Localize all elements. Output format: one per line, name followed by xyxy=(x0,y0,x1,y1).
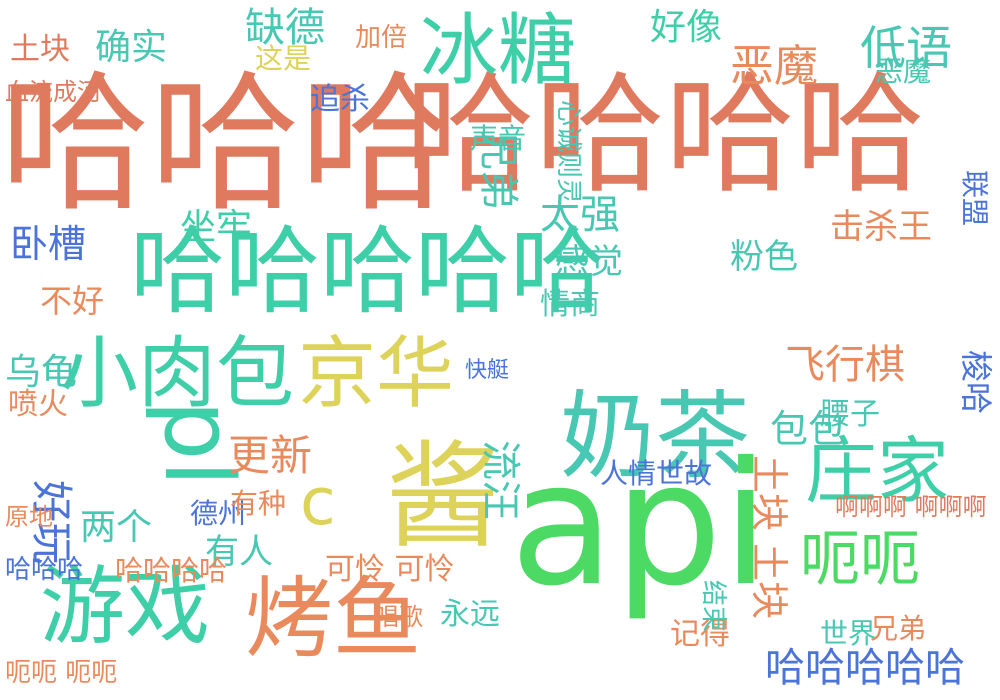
word-emo-top: 恶魔 xyxy=(730,41,818,92)
word-wugui: 乌龟 xyxy=(5,352,78,393)
word-diyu-top: 低语 xyxy=(860,21,952,75)
word-kuaiting: 快艇 xyxy=(465,358,510,383)
word-emo-right: 恶魔 xyxy=(875,55,932,88)
word-liuwang: 流汪 xyxy=(477,440,523,520)
word-naicha: 奶茶 xyxy=(560,382,751,492)
word-kelian: 可怜 可怜 xyxy=(325,552,455,587)
word-kaoyu: 烤鱼 xyxy=(245,567,422,670)
word-api: api xyxy=(510,426,770,624)
word-jieshu: 结束 xyxy=(698,580,728,633)
word-shijie: 世界 xyxy=(820,617,877,650)
word-bingtang: 冰糖 xyxy=(420,6,577,96)
word-lianmeng: 联盟 xyxy=(958,170,991,227)
word-c: c xyxy=(300,465,336,540)
word-xinchengzeling: 心诚则灵 xyxy=(553,100,583,205)
word-quede: 缺德 xyxy=(245,5,325,51)
word-hahahahaha-middle: 哈哈哈哈哈 xyxy=(130,217,606,327)
word-renqingshigu: 人情世故 xyxy=(600,457,713,490)
word-gengxin: 更新 xyxy=(228,431,313,480)
word-baobao: 包包 xyxy=(770,407,847,451)
word-hahaha-bottom-left: 哈哈哈 xyxy=(5,555,84,585)
word-yuandi: 原地 xyxy=(5,503,53,531)
word-dezhou: 德州 xyxy=(190,497,247,530)
word-jide: 记得 xyxy=(670,617,730,652)
word-jiabei-top: 加倍 xyxy=(355,23,408,53)
word-xiongdi-bottom: 兄弟 xyxy=(870,612,927,645)
word-youxi: 游戏 xyxy=(40,558,211,657)
word-qingshang: 情商 xyxy=(540,287,600,322)
word-youren: 有人 xyxy=(205,532,273,572)
word-feixingqi: 飞行棋 xyxy=(785,342,905,388)
word-xiaoroubao: 小肉包 xyxy=(60,329,295,419)
word-tukuai-left: 土块 xyxy=(10,32,70,67)
word-liangge: 两个 xyxy=(80,507,153,548)
word-hahahaha-bottom-mid: 哈哈哈哈 xyxy=(115,554,228,587)
word-hahahahaha-bottom-r: 哈哈哈哈哈 xyxy=(765,645,965,691)
word-penhuo: 喷火 xyxy=(8,387,68,422)
word-zheshi: 这是 xyxy=(255,42,312,75)
word-zuolao: 坐牢 xyxy=(180,207,253,248)
word-ee-bottom: 呃呃 呃呃 xyxy=(5,658,118,688)
word-fense: 粉色 xyxy=(730,237,798,277)
word-aaa: 啊啊啊 啊啊啊 xyxy=(835,493,987,521)
word-zhuangjia: 庄家 xyxy=(805,429,950,513)
word-wocao: 卧槽 xyxy=(10,222,87,266)
word-tukuai-vertical: 土块 土块 xyxy=(747,455,791,620)
word-haoxiang: 好像 xyxy=(650,7,723,48)
word-jinghua: 京华 xyxy=(298,329,455,419)
word-ee-right: 呃呃 xyxy=(800,525,920,595)
word-jiang: 酱 xyxy=(385,430,501,564)
word-queshi: 确实 xyxy=(95,27,168,68)
word-suoha-right: 梭哈 xyxy=(957,350,995,415)
word-xueliuchenghe: 血流成河 xyxy=(5,78,101,106)
word-jishawang: 击杀王 xyxy=(830,207,932,247)
word-ganjue: 感觉 xyxy=(555,242,623,282)
word-hahahaha-top-right: 哈哈哈哈 xyxy=(405,59,926,211)
word-buhao: 不好 xyxy=(40,282,105,320)
word-zhuisha: 追杀 xyxy=(310,82,370,117)
word-youzhong: 有种 xyxy=(230,487,287,520)
word-taiqiang: 太强 xyxy=(540,192,620,238)
word-hahaha-top-left: 哈哈哈 xyxy=(0,58,451,232)
word-changge: 唱歌 xyxy=(375,603,423,631)
word-yongyuan: 永远 xyxy=(440,597,500,632)
word-yaozi: 腰子 xyxy=(820,397,880,432)
word-shengyin: 声音 xyxy=(470,122,527,155)
